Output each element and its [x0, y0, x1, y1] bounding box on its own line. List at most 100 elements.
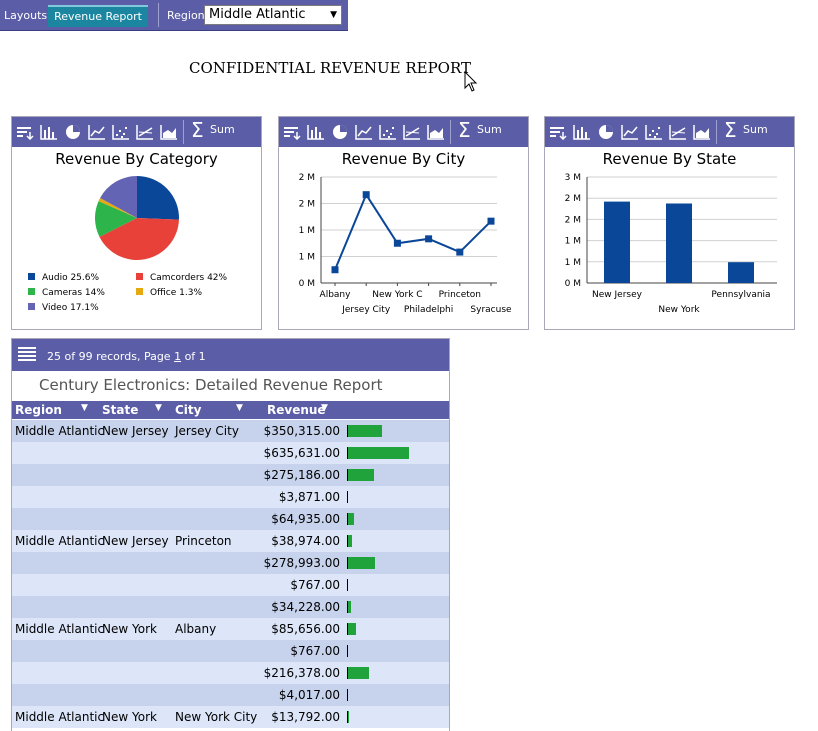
- trend-chart-icon[interactable]: [403, 124, 421, 140]
- pie-slice-office[interactable]: [98, 197, 137, 218]
- data-point[interactable]: [487, 217, 495, 225]
- sum-button[interactable]: Sum: [743, 123, 768, 136]
- data-point[interactable]: [362, 191, 370, 199]
- region-select[interactable]: Middle Atlantic ▼: [204, 5, 342, 25]
- table-row[interactable]: $767.00: [12, 574, 449, 596]
- y-tick-label: 2 M: [299, 173, 315, 183]
- y-tick-label: 1 M: [565, 258, 581, 268]
- sort-state-icon[interactable]: ▼: [155, 403, 162, 413]
- cell-revenue: $635,631.00: [263, 446, 340, 460]
- column-chart-icon[interactable]: [40, 124, 58, 140]
- sort-icon[interactable]: [549, 124, 567, 140]
- sum-button[interactable]: Sum: [477, 123, 502, 136]
- pie-slice-video[interactable]: [100, 176, 137, 218]
- line-chart-icon[interactable]: [88, 124, 106, 140]
- pie-chart: Audio 25.6% Camcorders 42% Cameras 14% Offi…: [28, 176, 228, 313]
- scatter-chart-icon[interactable]: [379, 124, 397, 140]
- sum-icon[interactable]: Σ: [724, 118, 737, 142]
- cell-revenue: $85,656.00: [271, 622, 340, 636]
- column-chart-icon[interactable]: [573, 124, 591, 140]
- sum-icon[interactable]: Σ: [191, 118, 204, 142]
- table-row[interactable]: $4,017.00: [12, 684, 449, 706]
- y-tick-label: 3 M: [565, 173, 581, 183]
- table-row[interactable]: Middle Atlantic New Jersey Princeton $38,97…: [12, 530, 449, 552]
- table-row[interactable]: Middle Atlantic New York New York City $13,…: [12, 706, 449, 728]
- column-header-city[interactable]: City: [175, 403, 202, 417]
- table-row[interactable]: $64,935.00: [12, 508, 449, 530]
- bar-new-york[interactable]: [666, 203, 692, 284]
- bar-baseline: [347, 557, 348, 569]
- pie-chart-icon[interactable]: [331, 124, 349, 140]
- data-point[interactable]: [456, 248, 464, 256]
- page-link[interactable]: 1: [174, 350, 182, 363]
- sum-icon[interactable]: Σ: [458, 118, 471, 142]
- column-header-region[interactable]: Region: [15, 403, 62, 417]
- pie-chart-icon[interactable]: [64, 124, 82, 140]
- y-tick-label: 2 M: [299, 200, 315, 210]
- grid-title: Century Electronics: Detailed Revenue Re…: [39, 376, 383, 394]
- area-chart-icon[interactable]: [693, 124, 711, 140]
- chart-title: Revenue By Category: [55, 150, 218, 168]
- table-row[interactable]: $635,631.00: [12, 442, 449, 464]
- line-chart-icon[interactable]: [355, 124, 373, 140]
- column-chart-icon[interactable]: [307, 124, 325, 140]
- scatter-chart-icon[interactable]: [645, 124, 663, 140]
- city-chart-panel: Σ Sum Revenue By City 0 M 1 M 1 M 2 M 2 M Alba…: [278, 116, 529, 330]
- sort-revenue-icon[interactable]: ▼: [321, 403, 328, 413]
- scatter-chart-icon[interactable]: [112, 124, 130, 140]
- pie-slice-cameras[interactable]: [94, 201, 137, 237]
- bar-baseline: [347, 667, 348, 679]
- pie-slice-audio[interactable]: [137, 176, 179, 220]
- table-row[interactable]: Middle Atlantic New York Albany $85,656.00: [12, 618, 449, 640]
- legend-label: Office 1.3%: [150, 288, 202, 298]
- table-row[interactable]: $34,228.00: [12, 596, 449, 618]
- legend-label: Cameras 14%: [42, 288, 105, 298]
- bar-baseline: [347, 513, 348, 525]
- area-chart-icon[interactable]: [160, 124, 178, 140]
- top-toolbar: Layouts Revenue Report Region Middle Atl…: [0, 0, 348, 31]
- trend-chart-icon[interactable]: [136, 124, 154, 140]
- cell-city: New York City: [175, 710, 258, 724]
- legend-label: Video 17.1%: [42, 303, 99, 313]
- table-row[interactable]: $278,993.00: [12, 552, 449, 574]
- bar-new-jersey[interactable]: [604, 201, 630, 283]
- layouts-label[interactable]: Layouts: [4, 9, 48, 22]
- table-menu-icon[interactable]: [18, 346, 36, 364]
- cell-city: Princeton: [175, 534, 232, 548]
- sort-city-icon[interactable]: ▼: [236, 403, 243, 413]
- bar-pennsylvania[interactable]: [728, 262, 754, 283]
- sort-region-icon[interactable]: ▼: [81, 403, 88, 413]
- legend-label: Audio 25.6%: [42, 273, 99, 283]
- table-row[interactable]: $3,871.00: [12, 486, 449, 508]
- chevron-down-icon[interactable]: ▼: [330, 10, 337, 20]
- sort-icon[interactable]: [283, 124, 301, 140]
- table-row[interactable]: Middle Atlantic New Jersey Jersey City $350…: [12, 420, 449, 442]
- cell-revenue: $38,974.00: [271, 534, 340, 548]
- pie-chart-icon[interactable]: [597, 124, 615, 140]
- cell-revenue: $4,017.00: [278, 688, 340, 702]
- legend-swatch-video: [28, 303, 35, 310]
- series-line: [334, 192, 492, 271]
- table-row[interactable]: $767.00: [12, 640, 449, 662]
- data-point[interactable]: [393, 239, 401, 247]
- column-header-state[interactable]: State: [102, 403, 139, 417]
- cell-revenue: $767.00: [290, 644, 340, 658]
- trend-chart-icon[interactable]: [669, 124, 687, 140]
- pie-slice-camcorders[interactable]: [99, 218, 179, 260]
- records-suffix: of 1: [181, 350, 206, 363]
- data-point[interactable]: [331, 266, 339, 274]
- table-row[interactable]: $275,186.00: [12, 464, 449, 486]
- area-chart-icon[interactable]: [427, 124, 445, 140]
- line-chart-icon[interactable]: [621, 124, 639, 140]
- x-tick-label: New York: [658, 305, 700, 315]
- table-row[interactable]: $216,378.00: [12, 662, 449, 684]
- cell-region: Middle Atlantic: [15, 424, 105, 438]
- column-header-revenue[interactable]: Revenue: [267, 403, 326, 417]
- toolbar-divider: [158, 3, 159, 27]
- x-tick-label: New Jersey: [592, 290, 643, 300]
- sort-icon[interactable]: [16, 124, 34, 140]
- sum-button[interactable]: Sum: [210, 123, 235, 136]
- records-status: 25 of 99 records, Page 1 of 1: [47, 350, 206, 363]
- tab-revenue-report[interactable]: Revenue Report: [48, 5, 148, 27]
- data-point[interactable]: [425, 235, 433, 243]
